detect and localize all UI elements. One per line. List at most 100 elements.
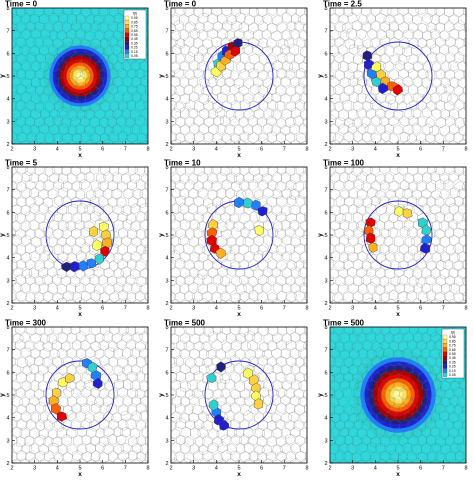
legend-swatch xyxy=(442,334,448,340)
y-tick-label: 6 xyxy=(165,51,168,57)
y-axis-label: y xyxy=(0,393,6,397)
x-tick-label: 6 xyxy=(260,466,263,472)
x-tick-label: 6 xyxy=(260,306,263,312)
y-tick-label: 5 xyxy=(6,74,9,80)
cell-marker xyxy=(89,225,98,238)
panel-title: Time = 0 xyxy=(164,0,197,9)
x-tick-label: 5 xyxy=(396,147,399,153)
x-axis-label: x xyxy=(396,311,400,318)
y-axis-label: y xyxy=(0,233,6,237)
x-tick-label: 5 xyxy=(78,147,81,153)
y-tick-label: 6 xyxy=(324,210,327,216)
cell-marker xyxy=(419,242,431,254)
x-tick-label: 3 xyxy=(192,306,195,312)
legend-entry: 0.35 xyxy=(449,360,456,364)
y-tick-label: 5 xyxy=(165,74,168,80)
y-axis-label: y xyxy=(158,393,165,397)
y-tick-label: 5 xyxy=(324,393,327,399)
legend-entry: 0.15 xyxy=(131,50,138,54)
legend-entry: 0.85 xyxy=(449,339,456,343)
legend-swatch xyxy=(442,343,448,348)
y-tick-label: 6 xyxy=(165,370,168,376)
x-tick-label: 3 xyxy=(33,306,36,312)
panel-title: Time = 2.5 xyxy=(323,0,362,9)
x-tick-label: 3 xyxy=(33,466,36,472)
y-tick-label: 5 xyxy=(165,393,168,399)
plot-area xyxy=(171,327,307,463)
legend-swatch xyxy=(124,36,130,42)
panel-5: 2 3 4 5 6 7 8 2 3 4 5 6 7 8 x y Time = 10 xyxy=(158,159,309,319)
y-tick-label: 7 xyxy=(324,29,327,35)
x-tick-label: 4 xyxy=(56,466,59,472)
contour-level-10 xyxy=(393,390,403,400)
y-tick-label: 2 xyxy=(165,142,168,148)
cell-marker xyxy=(216,361,226,373)
y-tick-label: 4 xyxy=(324,416,327,422)
y-tick-label: 8 xyxy=(6,6,9,12)
y-tick-label: 5 xyxy=(165,233,168,239)
y-axis-label: y xyxy=(317,233,324,237)
y-tick-label: 7 xyxy=(165,29,168,35)
legend-swatch xyxy=(124,53,130,58)
legend-entry: 0.25 xyxy=(131,46,138,50)
legend: f(t)0.950.850.750.650.550.450.350.250.15… xyxy=(123,9,147,60)
y-tick-label: 3 xyxy=(324,438,327,444)
y-tick-label: 4 xyxy=(165,256,168,262)
legend-swatch xyxy=(442,347,448,352)
panel-title: Time = 0 xyxy=(5,0,38,9)
x-tick-label: 3 xyxy=(351,466,354,472)
x-tick-label: 5 xyxy=(237,306,240,312)
y-tick-label: 7 xyxy=(324,188,327,194)
x-tick-label: 4 xyxy=(56,306,59,312)
panel-title: Time = 10 xyxy=(164,159,201,168)
cell-marker xyxy=(253,398,263,410)
y-tick-label: 3 xyxy=(6,119,9,125)
cell-marker xyxy=(218,419,230,431)
legend-entry: 0.95 xyxy=(131,16,138,20)
x-tick-label: 7 xyxy=(283,306,286,312)
y-tick-label: 3 xyxy=(6,278,9,284)
legend-swatch xyxy=(442,339,448,344)
panel-title: Time = 500 xyxy=(323,319,365,328)
legend-entry: 0.45 xyxy=(131,37,138,41)
panel-7: 2 3 4 5 6 7 8 2 3 4 5 6 7 8 x y Time = 300 xyxy=(0,319,150,479)
panel-8: 2 3 4 5 6 7 8 2 3 4 5 6 7 8 x y Time = 500 xyxy=(158,319,309,479)
x-tick-label: 5 xyxy=(396,466,399,472)
cell-marker xyxy=(206,372,217,383)
cell-marker xyxy=(368,242,378,253)
legend-swatch xyxy=(442,372,448,377)
x-tick-label: 7 xyxy=(283,466,286,472)
cell-marker xyxy=(50,403,61,415)
x-axis-label: x xyxy=(237,311,241,318)
x-tick-label: 3 xyxy=(351,147,354,153)
target-circle xyxy=(204,360,274,430)
x-tick-label: 7 xyxy=(124,147,127,153)
x-tick-label: 5 xyxy=(237,466,240,472)
y-tick-label: 8 xyxy=(165,6,168,12)
y-tick-label: 8 xyxy=(6,165,9,171)
background-field xyxy=(171,167,307,303)
x-tick-label: 2 xyxy=(328,306,331,312)
x-tick-label: 3 xyxy=(192,147,195,153)
panel-4: 2 3 4 5 6 7 8 2 3 4 5 6 7 8 x y Time = 5 xyxy=(0,159,150,319)
y-tick-label: 6 xyxy=(324,51,327,57)
cell-marker xyxy=(251,199,261,211)
legend-entry: 0.55 xyxy=(449,352,456,356)
x-tick-label: 6 xyxy=(419,147,422,153)
cell-marker xyxy=(402,208,413,219)
y-tick-label: 5 xyxy=(324,233,327,239)
cell-marker xyxy=(257,206,268,217)
y-tick-label: 8 xyxy=(324,165,327,171)
x-axis-label: x xyxy=(78,471,82,478)
cell-marker xyxy=(65,373,75,384)
y-axis-label: y xyxy=(158,74,165,78)
x-tick-label: 8 xyxy=(464,466,467,472)
panel-title: Time = 500 xyxy=(164,319,206,328)
x-tick-label: 6 xyxy=(101,306,104,312)
x-tick-label: 8 xyxy=(464,147,467,153)
legend-entry: 0.35 xyxy=(131,41,138,45)
y-tick-label: 4 xyxy=(165,416,168,422)
x-tick-label: 5 xyxy=(78,466,81,472)
x-tick-label: 2 xyxy=(169,306,172,312)
y-tick-label: 2 xyxy=(324,301,327,307)
